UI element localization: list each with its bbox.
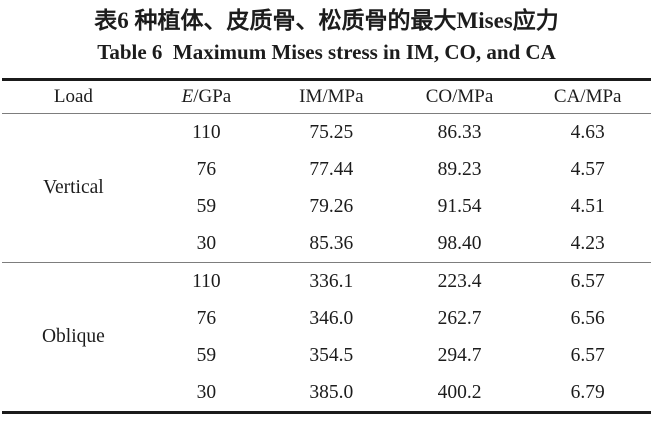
- cell-e: 76: [196, 307, 217, 329]
- cell-e: 110: [144, 262, 269, 300]
- cell-co: 400.2: [437, 381, 482, 403]
- table-row: 30 385.0 400.2 6.79: [2, 374, 651, 413]
- column-header-im-mpa: IM/MPa: [268, 79, 395, 114]
- cell-ca: 4.23: [570, 232, 605, 254]
- cell-im: 85.36: [309, 232, 354, 254]
- cell-co: 89.23: [437, 158, 482, 180]
- cell-im: 75.25: [309, 121, 354, 143]
- cell-ca: 4.51: [570, 195, 605, 217]
- cell-e: 30: [196, 232, 217, 254]
- table-row: 30 85.36 98.40 4.23: [2, 225, 651, 263]
- header-row: Load E/GPa IM/MPa CO/MPa CA/MPa: [2, 79, 651, 114]
- cell-e: 30: [196, 381, 217, 403]
- table-header: Load E/GPa IM/MPa CO/MPa CA/MPa: [2, 79, 651, 114]
- table-row: Vertical 110 75.25 86.33 4.63: [2, 114, 651, 199]
- load-group-label-vertical: Vertical: [43, 177, 104, 198]
- paper-table-figure: 表6 种植体、皮质骨、松质骨的最大Mises应力 Table 6 Maximum…: [0, 6, 653, 414]
- cell-im: 354.5: [309, 344, 354, 366]
- cell-im: 346.0: [309, 307, 354, 329]
- cell-ca: 4.63: [570, 121, 605, 143]
- column-header-ca-mpa: CA/MPa: [524, 79, 651, 114]
- table-row: 76 77.44 89.23 4.57: [2, 151, 651, 188]
- cell-im: 77.44: [309, 158, 354, 180]
- column-header-co-mpa: CO/MPa: [394, 79, 525, 114]
- cell-im: 336.1: [268, 262, 395, 300]
- cell-ca: 6.57: [570, 344, 605, 366]
- cell-co: 223.4: [394, 262, 525, 300]
- cell-co: 91.54: [437, 195, 482, 217]
- table-caption-chinese: 表6 种植体、皮质骨、松质骨的最大Mises应力: [94, 8, 559, 33]
- cell-ca: 4.57: [570, 158, 605, 180]
- column-header-load: Load: [2, 79, 145, 114]
- cell-e: 110: [192, 121, 221, 143]
- cell-e: 76: [196, 158, 217, 180]
- cell-e: 59: [196, 195, 217, 217]
- cell-ca: 6.57: [524, 262, 651, 300]
- table-body: Vertical 110 75.25 86.33 4.63 76 77.44 8…: [2, 114, 651, 413]
- cell-im: 385.0: [309, 381, 354, 403]
- cell-co: 86.33: [437, 121, 482, 143]
- mises-stress-table: Load E/GPa IM/MPa CO/MPa CA/MPa Vertical…: [2, 78, 651, 414]
- table-row: 59 79.26 91.54 4.51: [2, 188, 651, 225]
- cell-co: 98.40: [437, 232, 482, 254]
- cell-ca: 6.79: [570, 381, 605, 403]
- cell-im: 79.26: [309, 195, 354, 217]
- cell-e: 59: [196, 344, 217, 366]
- table-row: Oblique 110 336.1 223.4 6.57: [2, 262, 651, 413]
- cell-co: 262.7: [437, 307, 482, 329]
- table-row: 59 354.5 294.7 6.57: [2, 337, 651, 374]
- table-caption-english: Table 6 Maximum Mises stress in IM, CO, …: [97, 40, 556, 64]
- cell-ca: 6.56: [570, 307, 605, 329]
- column-header-e-gpa: E/GPa: [144, 79, 269, 114]
- load-group-label-oblique: Oblique: [2, 262, 145, 413]
- table-row: 76 346.0 262.7 6.56: [2, 300, 651, 337]
- cell-co: 294.7: [437, 344, 482, 366]
